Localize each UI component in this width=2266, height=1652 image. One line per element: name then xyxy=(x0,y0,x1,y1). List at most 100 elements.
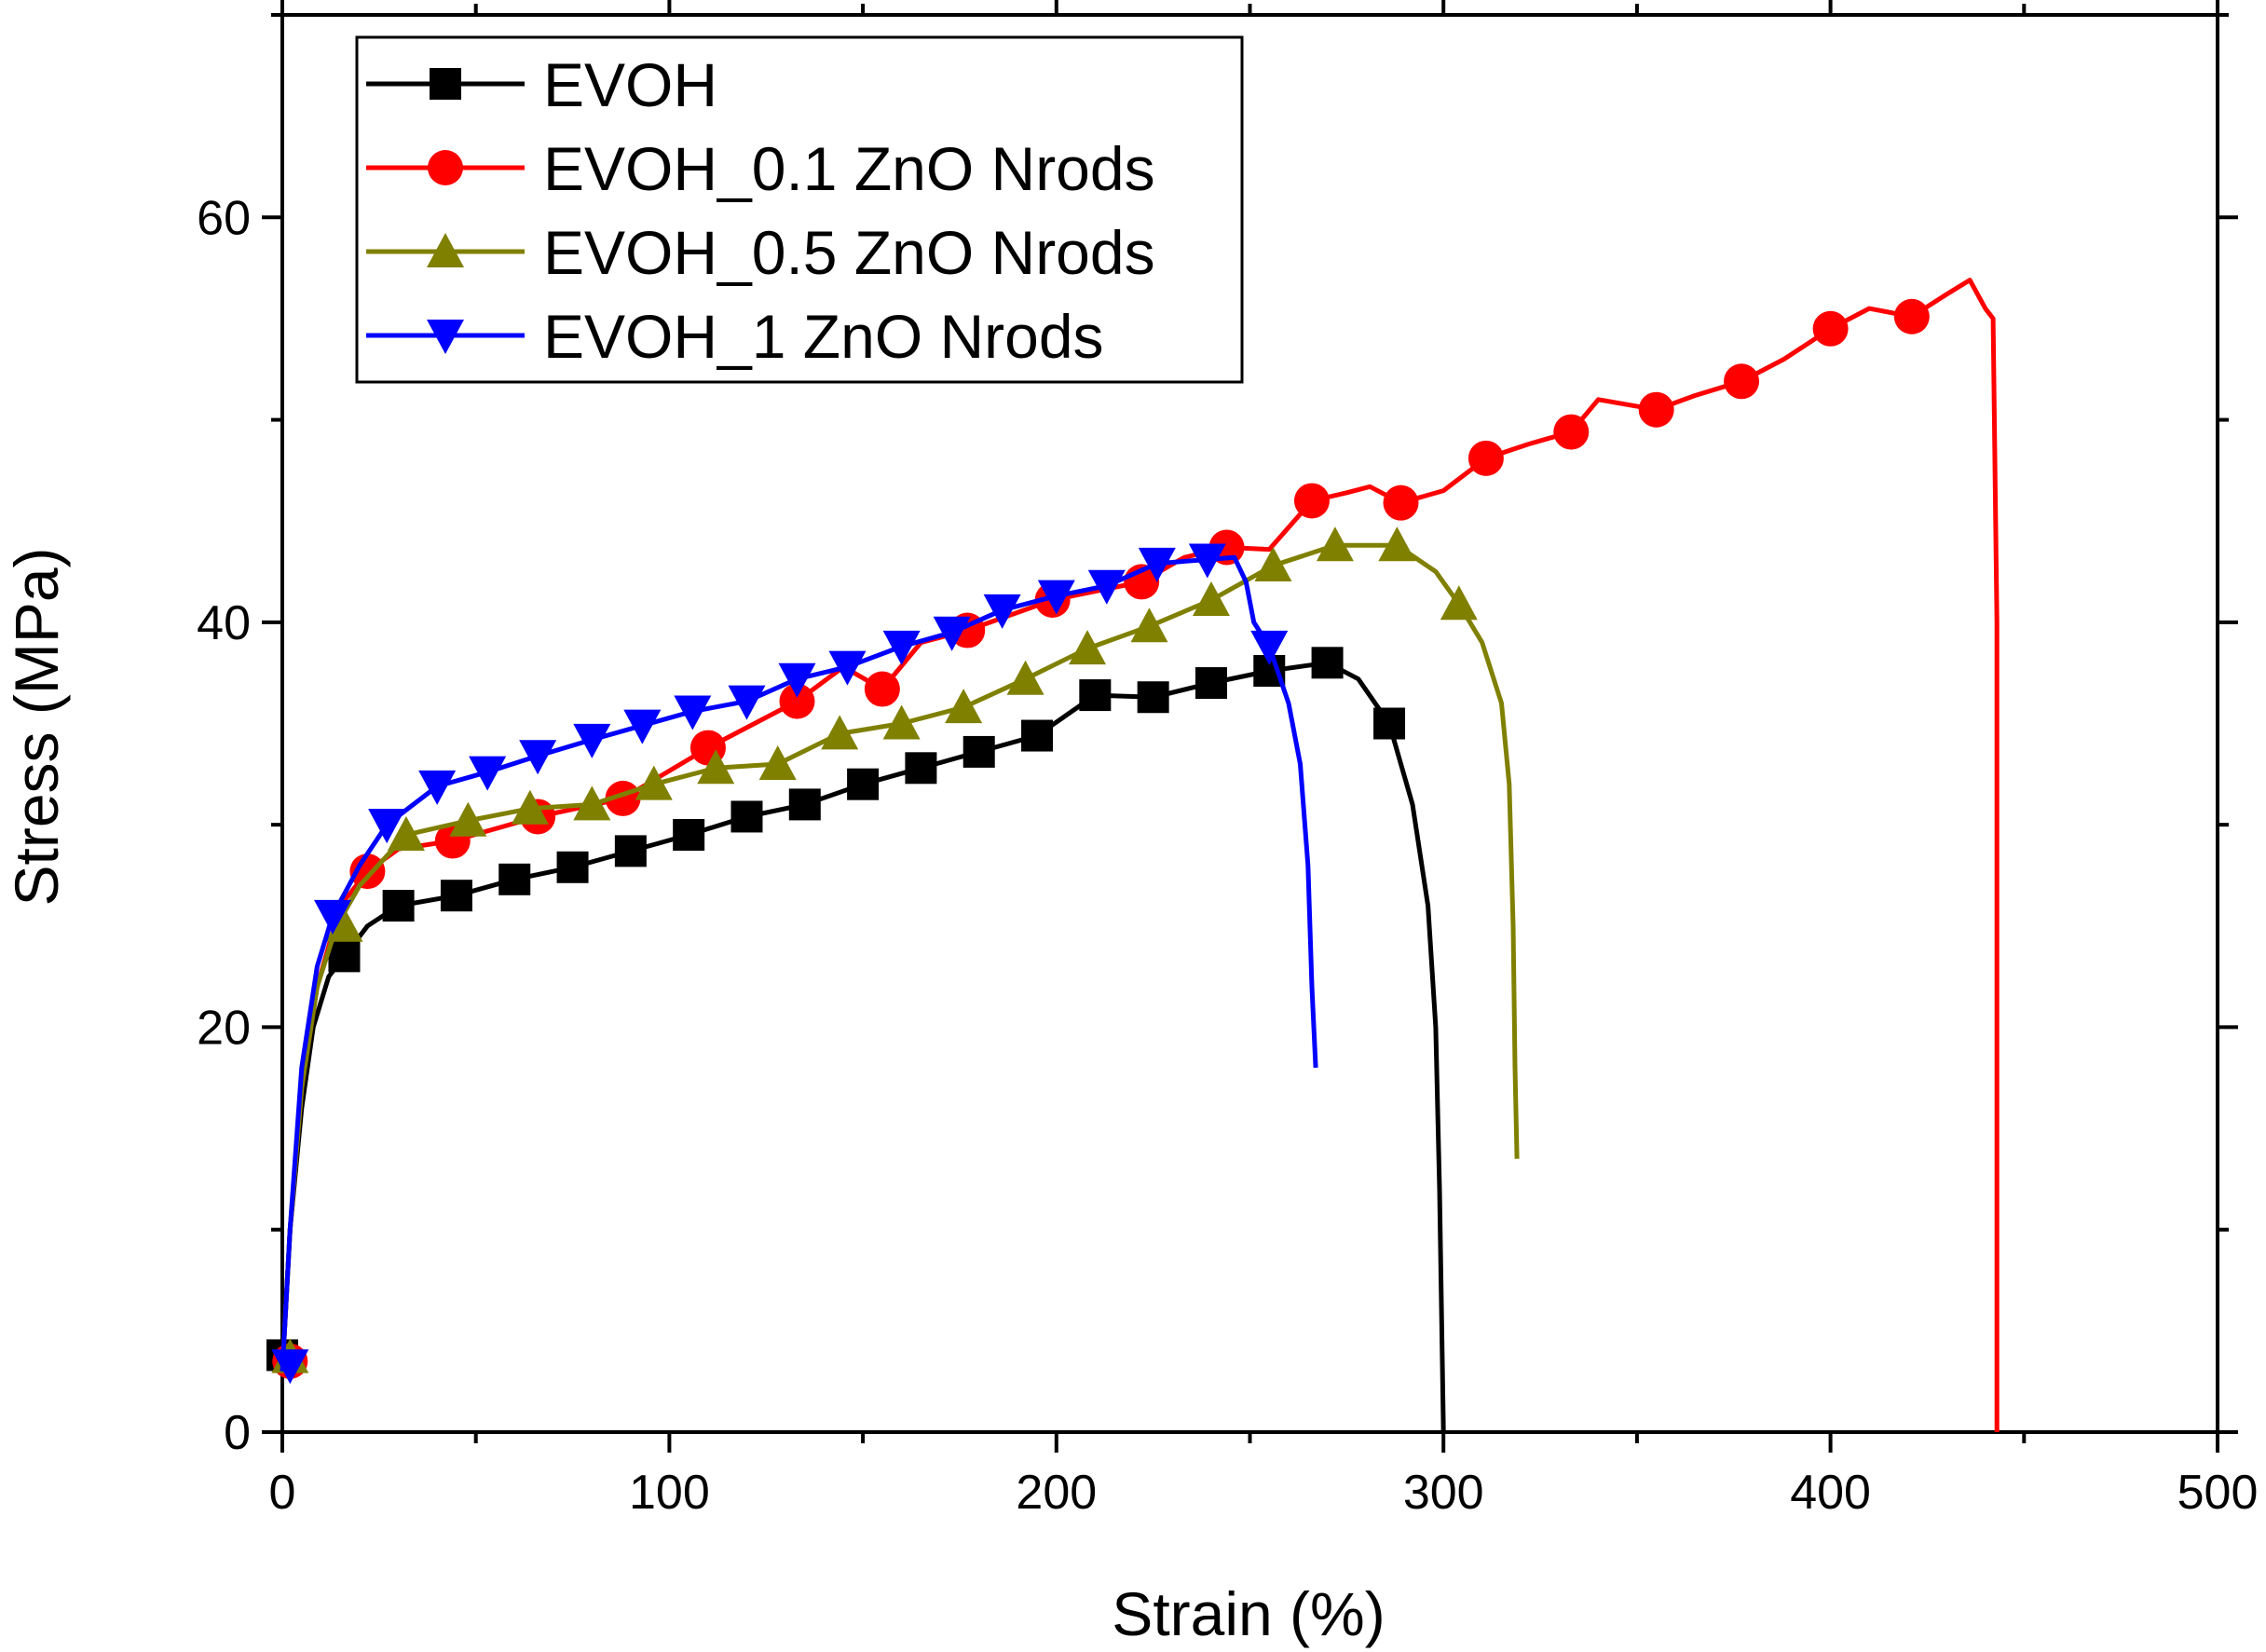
data-point-marker xyxy=(614,835,647,867)
series-1 xyxy=(266,647,1446,1433)
data-point-marker xyxy=(368,809,406,844)
data-point-marker xyxy=(730,800,763,833)
data-point-marker xyxy=(847,768,880,800)
legend-marker xyxy=(428,150,463,185)
data-point-marker xyxy=(1254,547,1292,582)
data-point-marker xyxy=(556,851,589,883)
data-point-marker xyxy=(1250,630,1289,665)
data-point-marker xyxy=(1192,580,1230,616)
data-point-marker xyxy=(1812,310,1849,347)
data-point-marker xyxy=(821,715,859,750)
data-point-marker xyxy=(573,723,611,758)
data-point-marker xyxy=(469,756,507,791)
data-point-marker xyxy=(882,704,921,740)
data-point-marker xyxy=(1311,647,1344,679)
data-point-marker xyxy=(349,853,386,890)
data-point-marker xyxy=(519,740,557,775)
y-axis-title: Stress (MPa) xyxy=(2,547,71,906)
y-tick-label: 0 xyxy=(224,1406,251,1460)
data-point-marker xyxy=(1293,483,1330,519)
data-point-marker xyxy=(418,770,457,805)
data-point-marker xyxy=(1130,608,1168,643)
legend-marker xyxy=(427,320,464,354)
data-point-marker xyxy=(325,907,363,942)
data-point-marker xyxy=(728,685,766,720)
series-line xyxy=(280,278,2000,1432)
data-point-marker xyxy=(1316,526,1354,562)
data-point-marker xyxy=(778,662,816,698)
data-point-marker xyxy=(382,890,415,922)
data-point-marker xyxy=(1724,363,1760,400)
data-point-marker xyxy=(1638,391,1674,428)
data-point-marker xyxy=(623,709,662,744)
legend-item: EVOH_1 ZnO Nrods xyxy=(366,302,1104,371)
data-point-marker xyxy=(905,752,937,785)
data-point-marker xyxy=(1138,547,1176,582)
y-tick-label: 60 xyxy=(197,191,251,245)
y-tick-label: 20 xyxy=(197,1001,251,1055)
data-point-marker xyxy=(882,630,921,665)
data-point-marker xyxy=(758,744,797,780)
data-point-marker xyxy=(1553,414,1590,450)
data-point-marker xyxy=(1467,440,1504,476)
data-point-marker xyxy=(314,899,352,935)
data-point-marker xyxy=(962,735,995,768)
data-point-marker xyxy=(635,765,673,800)
data-point-marker xyxy=(440,880,472,912)
data-point-marker xyxy=(697,749,735,785)
x-tick-label: 500 xyxy=(2177,1466,2259,1520)
x-tick-label: 400 xyxy=(1790,1466,1871,1520)
data-point-marker xyxy=(1194,667,1227,700)
data-point-marker xyxy=(673,819,705,852)
data-point-marker xyxy=(1383,485,1419,521)
data-point-marker xyxy=(328,940,361,973)
legend-marker xyxy=(430,68,461,100)
data-point-marker xyxy=(573,785,611,821)
data-point-marker xyxy=(1069,630,1107,665)
series-2 xyxy=(272,278,2000,1432)
data-point-marker xyxy=(387,816,425,852)
series-layer xyxy=(266,278,2000,1433)
series-4 xyxy=(271,543,1318,1385)
data-point-marker xyxy=(271,1349,309,1385)
data-point-marker xyxy=(983,594,1021,629)
series-3 xyxy=(271,526,1520,1373)
axes: 0 100 200 300 400 500 0 20 40 60 xyxy=(197,0,2258,1520)
data-point-marker xyxy=(1378,526,1416,562)
x-tick-label: 100 xyxy=(629,1466,710,1520)
legend-label: EVOH_1 ZnO Nrods xyxy=(543,302,1104,371)
x-axis-title: Strain (%) xyxy=(1112,1579,1385,1648)
data-point-marker xyxy=(864,671,900,707)
legend-label: EVOH xyxy=(543,50,717,119)
data-point-marker xyxy=(779,683,815,719)
legend-marker xyxy=(427,233,464,267)
x-tick-label: 0 xyxy=(269,1466,296,1520)
legend: EVOH EVOH_0.1 ZnO Nrods EVOH_0.5 ZnO Nrods… xyxy=(355,35,1244,384)
legend-item: EVOH_0.1 ZnO Nrods xyxy=(366,134,1155,203)
data-point-marker xyxy=(933,616,971,651)
data-point-marker xyxy=(945,689,983,724)
data-point-marker xyxy=(1006,660,1044,695)
data-point-marker xyxy=(1188,543,1226,579)
legend-item: EVOH xyxy=(366,50,717,119)
data-point-marker xyxy=(1137,681,1169,714)
data-point-marker xyxy=(1087,569,1126,605)
data-point-marker xyxy=(788,788,821,821)
legend-item: EVOH_0.5 ZnO Nrods xyxy=(366,218,1155,287)
data-point-marker xyxy=(1037,580,1075,615)
data-point-marker xyxy=(449,801,487,837)
data-point-marker xyxy=(511,789,549,825)
data-point-marker xyxy=(1440,585,1478,621)
data-point-marker xyxy=(1021,719,1054,752)
legend-box xyxy=(355,35,1244,384)
x-tick-label: 200 xyxy=(1016,1466,1097,1520)
data-point-marker xyxy=(674,695,712,730)
data-point-marker xyxy=(1893,298,1930,334)
data-point-marker xyxy=(498,863,531,895)
legend-label: EVOH_0.5 ZnO Nrods xyxy=(543,218,1155,287)
data-point-marker xyxy=(1373,707,1406,740)
data-point-marker xyxy=(1079,679,1112,712)
legend-label: EVOH_0.1 ZnO Nrods xyxy=(543,134,1155,203)
data-point-marker xyxy=(828,650,867,686)
